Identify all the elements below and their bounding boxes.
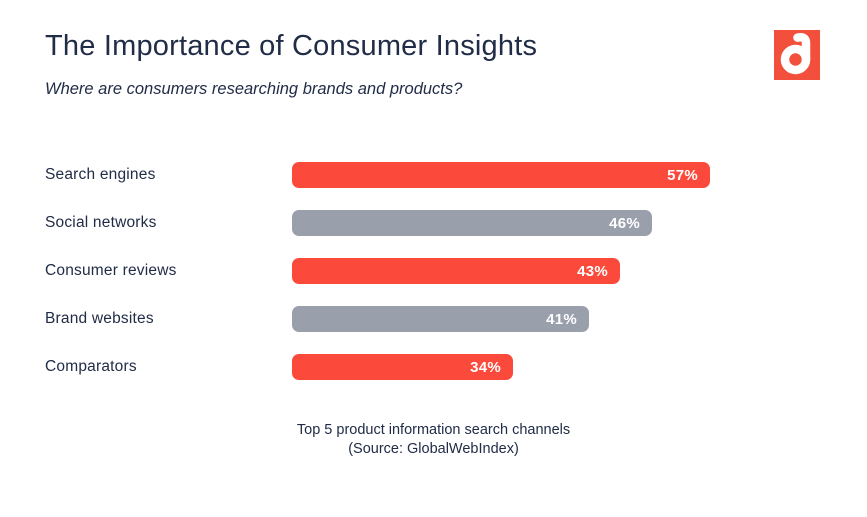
caption-line-1: Top 5 product information search channel…	[296, 422, 571, 438]
bar-brand-websites: 41%	[292, 306, 589, 332]
chart-row: Search engines 57%	[0, 151, 867, 199]
chart-row: Social networks 46%	[0, 199, 867, 247]
bar-track: 46%	[292, 210, 867, 236]
bar-track: 57%	[292, 162, 867, 188]
chart-row: Consumer reviews 43%	[0, 247, 867, 295]
category-label: Search engines	[45, 166, 156, 183]
chart-row: Brand websites 41%	[0, 295, 867, 343]
bar-track: 34%	[292, 354, 867, 380]
digimind-logo	[774, 30, 820, 80]
bar-search-engines: 57%	[292, 162, 710, 188]
category-label: Consumer reviews	[45, 262, 177, 279]
bar-social-networks: 46%	[292, 210, 652, 236]
bar-value-label: 41%	[546, 310, 577, 328]
chart-row: Comparators 34%	[0, 343, 867, 391]
bar-chart: Search engines 57% Social networks 46% C…	[0, 151, 867, 391]
caption-line-2: (Source: GlobalWebIndex)	[348, 441, 519, 458]
category-label: Social networks	[45, 214, 157, 231]
bar-value-label: 34%	[470, 358, 501, 376]
bar-track: 41%	[292, 306, 867, 332]
category-label: Brand websites	[45, 310, 154, 327]
page-title: The Importance of Consumer Insights	[45, 30, 538, 62]
chart-caption: Top 5 product information search channel…	[0, 421, 867, 459]
bar-comparators: 34%	[292, 354, 513, 380]
bar-value-label: 46%	[609, 214, 640, 232]
page-subtitle: Where are consumers researching brands a…	[45, 80, 463, 98]
bar-consumer-reviews: 43%	[292, 258, 620, 284]
d-letter-logo-icon	[774, 30, 820, 80]
bar-value-label: 57%	[667, 166, 698, 184]
bar-track: 43%	[292, 258, 867, 284]
category-label: Comparators	[45, 358, 137, 375]
bar-value-label: 43%	[577, 262, 608, 280]
infographic-page: The Importance of Consumer Insights Wher…	[0, 30, 867, 517]
